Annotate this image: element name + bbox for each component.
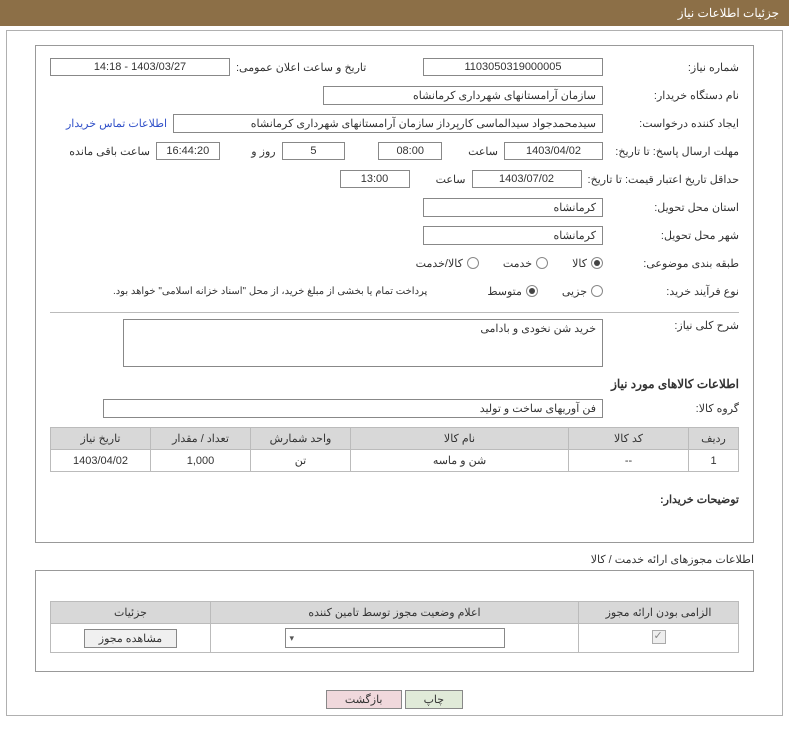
field-buyer: سازمان آرامستانهای شهرداری کرمانشاه <box>323 86 603 105</box>
back-button[interactable]: بازگشت <box>326 690 402 709</box>
row-description: شرح کلی نیاز: خرید شن نخودی و بادامی <box>50 319 739 367</box>
row-city: شهر محل تحویل: کرمانشاه <box>50 224 739 246</box>
row-group: گروه کالا: فن آوریهای ساخت و تولید <box>50 397 739 419</box>
label-deadline: مهلت ارسال پاسخ: تا تاریخ: <box>609 145 739 158</box>
main-frame: شماره نیاز: 1103050319000005 تاریخ و ساع… <box>6 30 783 716</box>
th-details: جزئیات <box>51 602 211 624</box>
field-province: کرمانشاه <box>423 198 603 217</box>
license-section-title: اطلاعات مجوزهای ارائه خدمت / کالا <box>35 553 754 566</box>
row-validity: حداقل تاریخ اعتبار قیمت: تا تاریخ: 1403/… <box>50 168 739 190</box>
cell-details: مشاهده مجوز <box>51 624 211 653</box>
row-deadline: مهلت ارسال پاسخ: تا تاریخ: 1403/04/02 سا… <box>50 140 739 162</box>
table-row: 1 -- شن و ماسه تن 1,000 1403/04/02 <box>51 450 739 472</box>
field-countdown: 16:44:20 <box>156 142 220 160</box>
row-creator: ایجاد کننده درخواست: سیدمحمدجواد سیدالما… <box>50 112 739 134</box>
label-days-suffix: روز و <box>226 145 276 158</box>
label-creator: ایجاد کننده درخواست: <box>609 117 739 130</box>
view-license-button[interactable]: مشاهده مجوز <box>84 629 177 648</box>
radio-medium-label: متوسط <box>487 285 522 298</box>
page-title: جزئیات اطلاعات نیاز <box>678 6 779 20</box>
form-section: شماره نیاز: 1103050319000005 تاریخ و ساع… <box>35 45 754 543</box>
field-days-count: 5 <box>282 142 346 160</box>
radio-goods-service[interactable]: کالا/خدمت <box>416 257 479 270</box>
cell-row: 1 <box>689 450 739 472</box>
radio-goods-service-label: کالا/خدمت <box>416 257 463 270</box>
cell-name: شن و ماسه <box>351 450 569 472</box>
label-description: شرح کلی نیاز: <box>609 319 739 332</box>
divider-1 <box>50 312 739 313</box>
cell-code: -- <box>569 450 689 472</box>
cell-unit: تن <box>251 450 351 472</box>
field-need-number: 1103050319000005 <box>423 58 603 76</box>
goods-heading: اطلاعات کالاهای مورد نیاز <box>50 377 739 391</box>
radio-goods-service-dot <box>467 257 479 269</box>
label-group: گروه کالا: <box>609 402 739 415</box>
field-group: فن آوریهای ساخت و تولید <box>103 399 603 418</box>
label-province: استان محل تحویل: <box>609 201 739 214</box>
th-code: کد کالا <box>569 428 689 450</box>
field-announce: 1403/03/27 - 14:18 <box>50 58 230 76</box>
row-classify: طبقه بندی موضوعی: کالا خدمت کالا/خدمت <box>50 252 739 274</box>
label-announce: تاریخ و ساعت اعلان عمومی: <box>236 61 366 74</box>
label-buyer-notes: توضیحات خریدار: <box>609 493 739 506</box>
radio-goods-label: کالا <box>572 257 587 270</box>
treasury-note: پرداخت تمام یا بخشی از مبلغ خرید، از محل… <box>113 286 427 297</box>
label-process: نوع فرآیند خرید: <box>609 285 739 298</box>
chevron-down-icon: ▾ <box>290 633 295 644</box>
field-validity-date: 1403/07/02 <box>472 170 582 188</box>
field-description: خرید شن نخودی و بادامی <box>123 319 603 367</box>
label-buyer: نام دستگاه خریدار: <box>609 89 739 102</box>
radio-partial-dot <box>591 285 603 297</box>
footer-buttons: چاپ بازگشت <box>7 682 782 715</box>
row-need-number: شماره نیاز: 1103050319000005 تاریخ و ساع… <box>50 56 739 78</box>
field-deadline-time: 08:00 <box>378 142 442 160</box>
row-province: استان محل تحویل: کرمانشاه <box>50 196 739 218</box>
license-row: ▾ مشاهده مجوز <box>51 624 739 653</box>
goods-table-header: ردیف کد کالا نام کالا واحد شمارش تعداد /… <box>51 428 739 450</box>
checkbox-mandatory-disabled <box>652 630 666 644</box>
label-city: شهر محل تحویل: <box>609 229 739 242</box>
label-time-1: ساعت <box>448 145 498 158</box>
radio-medium[interactable]: متوسط <box>487 285 538 298</box>
field-deadline-date: 1403/04/02 <box>504 142 603 160</box>
radio-medium-dot <box>526 285 538 297</box>
th-name: نام کالا <box>351 428 569 450</box>
field-creator: سیدمحمدجواد سیدالماسی کارپرداز سازمان آر… <box>173 114 603 133</box>
radio-goods[interactable]: کالا <box>572 257 603 270</box>
license-table-header: الزامی بودن ارائه مجوز اعلام وضعیت مجوز … <box>51 602 739 624</box>
th-qty: تعداد / مقدار <box>151 428 251 450</box>
th-mandatory: الزامی بودن ارائه مجوز <box>579 602 739 624</box>
dropdown-status[interactable]: ▾ <box>285 628 505 648</box>
th-date: تاریخ نیاز <box>51 428 151 450</box>
field-validity-time: 13:00 <box>340 170 410 188</box>
label-validity: حداقل تاریخ اعتبار قیمت: تا تاریخ: <box>588 173 739 186</box>
field-city: کرمانشاه <box>423 226 603 245</box>
link-buyer-contact[interactable]: اطلاعات تماس خریدار <box>66 117 167 130</box>
label-time-2: ساعت <box>416 173 466 186</box>
print-button[interactable]: چاپ <box>405 690 464 709</box>
th-status: اعلام وضعیت مجوز توسط تامین کننده <box>211 602 579 624</box>
th-row: ردیف <box>689 428 739 450</box>
label-remaining: ساعت باقی مانده <box>50 145 150 158</box>
cell-date: 1403/04/02 <box>51 450 151 472</box>
label-need-number: شماره نیاز: <box>609 61 739 74</box>
goods-table: ردیف کد کالا نام کالا واحد شمارش تعداد /… <box>50 427 739 472</box>
radio-service[interactable]: خدمت <box>503 257 548 270</box>
page-title-bar: جزئیات اطلاعات نیاز <box>0 0 789 26</box>
cell-status: ▾ <box>211 624 579 653</box>
cell-mandatory <box>579 624 739 653</box>
th-unit: واحد شمارش <box>251 428 351 450</box>
license-section: الزامی بودن ارائه مجوز اعلام وضعیت مجوز … <box>35 570 754 672</box>
license-table: الزامی بودن ارائه مجوز اعلام وضعیت مجوز … <box>50 601 739 653</box>
radio-goods-dot <box>591 257 603 269</box>
row-process: نوع فرآیند خرید: جزیی متوسط پرداخت تمام … <box>50 280 739 302</box>
radio-service-dot <box>536 257 548 269</box>
label-classify: طبقه بندی موضوعی: <box>609 257 739 270</box>
row-buyer-notes: توضیحات خریدار: <box>50 488 739 510</box>
row-buyer: نام دستگاه خریدار: سازمان آرامستانهای شه… <box>50 84 739 106</box>
cell-qty: 1,000 <box>151 450 251 472</box>
radio-service-label: خدمت <box>503 257 532 270</box>
radio-partial[interactable]: جزیی <box>562 285 603 298</box>
radio-partial-label: جزیی <box>562 285 587 298</box>
